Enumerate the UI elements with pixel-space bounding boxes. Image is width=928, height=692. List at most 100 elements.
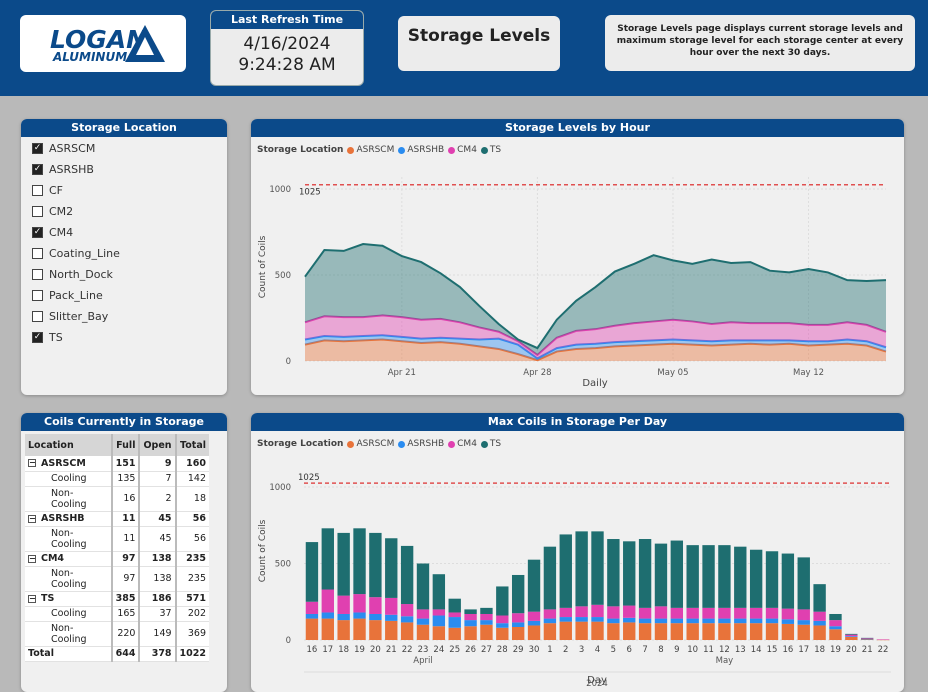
y-tick-label: 1000 <box>269 185 291 195</box>
x-tick-label: 8 <box>658 645 663 655</box>
bar-asrscm <box>464 626 477 640</box>
slicer-item-slitter-bay[interactable]: Slitter_Bay <box>21 306 227 327</box>
bar-cm4 <box>337 595 350 614</box>
slicer-item-ts[interactable]: ✓ TS <box>21 327 227 348</box>
slicer-item-label: ASRSCM <box>49 142 96 155</box>
legend-item-cm4[interactable]: CM4 <box>448 145 477 155</box>
checkbox-unchecked-icon[interactable] <box>32 311 43 322</box>
checkbox-checked-icon[interactable]: ✓ <box>32 164 43 175</box>
bar-cm4 <box>670 607 684 619</box>
slicer-item-label: TS <box>49 331 63 344</box>
legend-item-asrscm[interactable]: ASRSCM <box>347 145 394 155</box>
table-row: Cooling 165 37 202 <box>25 606 209 622</box>
bar-cm4 <box>734 607 747 619</box>
bar-cm4 <box>432 609 446 616</box>
slicer-item-pack-line[interactable]: Pack_Line <box>21 285 227 306</box>
column-header-open[interactable]: Open <box>138 434 176 456</box>
checkbox-checked-icon[interactable]: ✓ <box>32 227 43 238</box>
bar-asrshb <box>591 617 604 622</box>
bar-asrscm <box>321 618 334 640</box>
slicer-item-asrscm[interactable]: ✓ ASRSCM <box>21 138 227 159</box>
collapse-icon[interactable]: − <box>28 513 36 523</box>
open-cell: 378 <box>138 645 176 662</box>
collapse-icon[interactable]: − <box>28 458 36 468</box>
bar-ts <box>575 531 588 607</box>
full-cell: 11 <box>110 526 140 552</box>
storage-location-slicer: Storage Location ✓ ASRSCM ✓ ASRSHB CF CM2 ✓ CM4… <box>21 119 227 395</box>
slicer-item-label: CM2 <box>49 205 74 218</box>
bar-ts <box>861 637 874 639</box>
checkbox-unchecked-icon[interactable] <box>32 185 43 196</box>
x-tick-label: 6 <box>627 645 632 655</box>
bar-cm4 <box>496 615 509 624</box>
bar-cm4 <box>575 606 588 618</box>
bar-cm4 <box>369 597 382 614</box>
column-header-total[interactable]: Total <box>174 434 209 456</box>
open-cell: 45 <box>138 511 176 527</box>
bar-ts <box>781 553 795 609</box>
x-tick-label: 20 <box>846 645 857 655</box>
legend-item-ts[interactable]: TS <box>480 145 501 155</box>
bar-cm4 <box>543 609 557 619</box>
table-row: − TS 385 186 571 <box>25 591 209 607</box>
collapse-icon[interactable]: − <box>28 593 36 603</box>
location-cell[interactable]: − ASRSCM <box>25 456 112 472</box>
legend-item-asrscm[interactable]: ASRSCM <box>347 439 394 449</box>
full-cell: 220 <box>110 621 140 647</box>
x-tick-label: 12 <box>719 645 730 655</box>
x-tick-label: 7 <box>642 645 647 655</box>
column-header-location[interactable]: Location <box>25 434 112 456</box>
bar-asrshb <box>511 622 525 627</box>
location-label: Total <box>28 648 54 659</box>
slicer-item-coating-line[interactable]: Coating_Line <box>21 243 227 264</box>
bar-asrshb <box>337 613 350 621</box>
storage-levels-chart: 0 500 1000 Apr 21 Apr 28 May 05 May 12 Daily Cou… <box>258 177 887 389</box>
legend-item-ts[interactable]: TS <box>480 439 501 449</box>
bar-asrshb <box>607 618 620 624</box>
bar-cm4 <box>416 609 430 619</box>
collapse-icon[interactable]: − <box>28 553 36 563</box>
checkbox-unchecked-icon[interactable] <box>32 248 43 259</box>
legend-item-asrshb[interactable]: ASRSHB <box>398 439 444 449</box>
location-cell[interactable]: − ASRSHB <box>25 511 112 527</box>
slicer-item-cm4[interactable]: ✓ CM4 <box>21 222 227 243</box>
bar-asrscm <box>749 623 763 640</box>
bar-ts <box>702 545 715 608</box>
slicer-item-cf[interactable]: CF <box>21 180 227 201</box>
bar-asrshb <box>448 617 461 628</box>
open-cell: 149 <box>138 621 176 647</box>
checkbox-checked-icon[interactable]: ✓ <box>32 332 43 343</box>
checkbox-unchecked-icon[interactable] <box>32 269 43 280</box>
bar-ts <box>718 545 731 608</box>
x-tick-label: 16 <box>307 645 318 655</box>
checkbox-unchecked-icon[interactable] <box>32 290 43 301</box>
legend-item-cm4[interactable]: CM4 <box>448 439 477 449</box>
series-line-asrshb <box>304 334 887 360</box>
checkbox-unchecked-icon[interactable] <box>32 206 43 217</box>
bar-asrscm <box>400 622 414 640</box>
slicer-item-cm2[interactable]: CM2 <box>21 201 227 222</box>
x-tick-label: Apr 28 <box>523 368 551 378</box>
column-header-full[interactable]: Full <box>110 434 140 456</box>
location-cell[interactable]: − TS <box>25 591 112 607</box>
x-tick-label: 15 <box>767 645 778 655</box>
slicer-item-asrshb[interactable]: ✓ ASRSHB <box>21 159 227 180</box>
open-cell: 7 <box>138 471 176 487</box>
slicer-item-label: Coating_Line <box>49 247 120 260</box>
bar-asrshb <box>686 618 699 624</box>
location-cell[interactable]: − CM4 <box>25 551 112 567</box>
chart1-title: Storage Levels by Hour <box>251 119 904 137</box>
location-cell: Non-Cooling <box>25 566 112 592</box>
bar-asrshb <box>702 618 715 624</box>
legend-item-asrshb[interactable]: ASRSHB <box>398 145 444 155</box>
slicer-item-north-dock[interactable]: North_Dock <box>21 264 227 285</box>
bar-asrscm <box>765 623 779 640</box>
bar-asrscm <box>670 623 684 640</box>
bar-asrshb <box>385 614 398 621</box>
y-tick-label: 500 <box>275 560 291 570</box>
x-tick-label: 13 <box>735 645 746 655</box>
x-tick-label: 30 <box>529 645 540 655</box>
location-cell: Cooling <box>25 471 112 487</box>
location-label: ASRSHB <box>41 513 85 524</box>
checkbox-checked-icon[interactable]: ✓ <box>32 143 43 154</box>
